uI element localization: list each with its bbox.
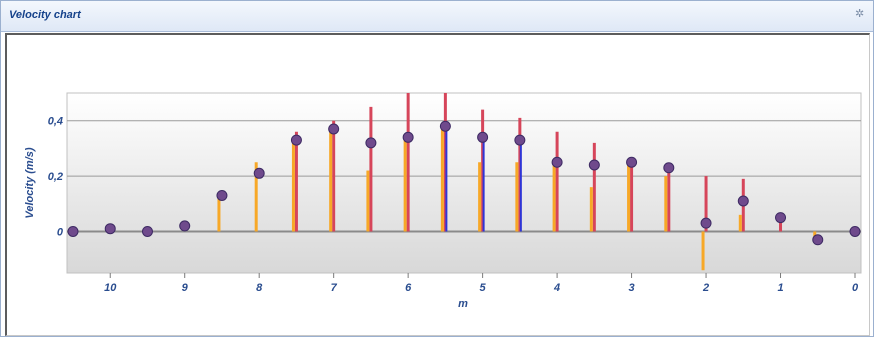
x-tick-label: 3 (629, 282, 635, 294)
pin-icon[interactable]: ✲ (855, 8, 865, 20)
x-tick-label: 1 (777, 282, 783, 294)
panel-title: Velocity chart (9, 9, 81, 21)
data-point (141, 225, 153, 237)
x-tick-label: 5 (480, 282, 487, 294)
data-point (216, 189, 228, 201)
data-point (104, 223, 116, 235)
data-point (849, 225, 861, 237)
data-point (365, 137, 377, 149)
x-tick-label: 7 (331, 282, 338, 294)
data-point (402, 131, 414, 143)
plot-area (66, 92, 862, 274)
y-tick-label: 0,4 (48, 116, 63, 128)
x-tick-label: 10 (104, 282, 117, 294)
data-point (700, 217, 712, 229)
data-point (737, 195, 749, 207)
data-point (812, 234, 824, 246)
y-tick-label: 0 (57, 226, 64, 238)
y-axis-label: Velocity (m/s) (24, 147, 36, 218)
data-point (775, 212, 787, 224)
data-point (290, 134, 302, 146)
x-tick-label: 9 (182, 282, 189, 294)
grid-lines (67, 120, 861, 233)
data-point (179, 220, 191, 232)
data-point (328, 123, 340, 135)
data-point (439, 120, 451, 132)
data-point (253, 167, 265, 179)
x-tick-label: 6 (405, 282, 412, 294)
x-tick-label: 0 (852, 282, 859, 294)
panel-titlebar: Velocity chart ✲ (1, 1, 873, 32)
data-point (663, 162, 675, 174)
x-axis-label: m (458, 298, 468, 310)
x-tick-label: 8 (256, 282, 263, 294)
chart-frame: 10 9 8 7 6 5 4 3 2 1 0 0 0,2 0,4 m Velocity (m/s) (5, 33, 870, 336)
velocity-chart: 10 9 8 7 6 5 4 3 2 1 000,20,4 m Velocity (m/s) (24, 92, 862, 310)
data-point (626, 156, 638, 168)
velocity-bars (217, 93, 817, 271)
axis-ticks: 10 9 8 7 6 5 4 3 2 1 000,20,4 (48, 116, 859, 294)
data-point (67, 225, 79, 237)
data-point (514, 134, 526, 146)
velocity-points (67, 120, 861, 246)
y-tick-label: 0,2 (48, 171, 63, 183)
x-tick-label: 2 (702, 282, 709, 294)
data-point (477, 131, 489, 143)
data-point (588, 159, 600, 171)
x-tick-label: 4 (553, 282, 560, 294)
data-point (551, 156, 563, 168)
